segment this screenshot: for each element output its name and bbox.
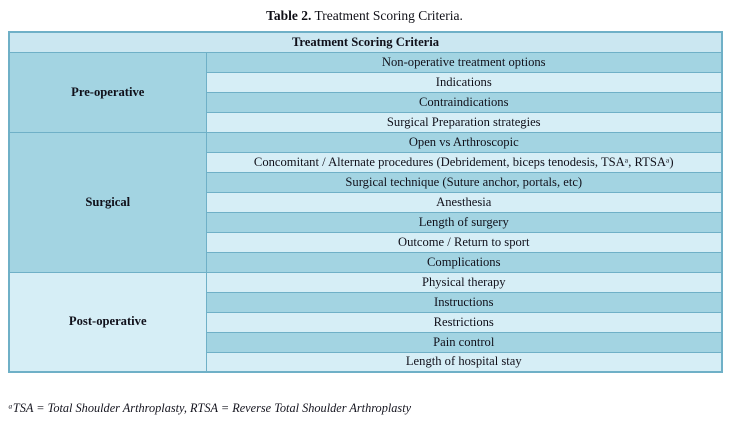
table-row: Length of hospital stay <box>9 351 723 373</box>
table-row: Post-operative Physical therapy <box>8 271 723 373</box>
table-row: Complications <box>9 251 723 273</box>
criteria-cell: Indications <box>205 71 723 93</box>
criteria-cell: Surgical technique (Suture anchor, porta… <box>205 171 723 193</box>
criteria-cell: Physical therapy <box>205 271 723 293</box>
table-caption-number: Table 2. <box>266 8 312 23</box>
criteria-cell: Contraindications <box>205 91 723 113</box>
table-row: Surgical Preparation strategies <box>9 111 723 133</box>
table-row: Pre-operative Non-operative treatment op… <box>8 51 723 133</box>
criteria-cell: Pain control <box>205 331 723 353</box>
criteria-cell: Length of surgery <box>205 211 723 233</box>
table-caption: Table 2. Treatment Scoring Criteria. <box>0 8 729 24</box>
criteria-cell: Open vs Arthroscopic <box>205 131 723 153</box>
group-label-pre-operative: Pre-operative <box>8 51 207 133</box>
table-header-row: Treatment Scoring Criteria <box>8 31 723 53</box>
table-row: Length of surgery <box>9 211 723 233</box>
table-row: Restrictions <box>9 311 723 333</box>
criteria-cell: Restrictions <box>205 311 723 333</box>
criteria-cell: Non-operative treatment options <box>205 51 723 73</box>
criteria-cell: Surgical Preparation strategies <box>205 111 723 133</box>
criteria-cell: Concomitant / Alternate procedures (Debr… <box>205 151 723 173</box>
table-footnote: ᵃTSA = Total Shoulder Arthroplasty, RTSA… <box>8 401 412 415</box>
table-row: Surgical Open vs Arthroscopic <box>8 131 723 273</box>
group-label-surgical: Surgical <box>8 131 207 273</box>
group-label-post-operative: Post-operative <box>8 271 207 373</box>
table-row: Anesthesia <box>9 191 723 213</box>
table-row: Surgical technique (Suture anchor, porta… <box>9 171 723 193</box>
criteria-cell: Instructions <box>205 291 723 313</box>
criteria-cell: Complications <box>205 251 723 273</box>
criteria-cell: Length of hospital stay <box>205 351 723 373</box>
criteria-cell: Outcome / Return to sport <box>205 231 723 253</box>
table-row: Indications <box>9 71 723 93</box>
table-header-cell: Treatment Scoring Criteria <box>8 31 723 53</box>
treatment-scoring-table: Treatment Scoring Criteria Pre-operative… <box>8 31 723 373</box>
criteria-cell: Anesthesia <box>205 191 723 213</box>
table-row: Contraindications <box>9 91 723 113</box>
table-caption-title: Treatment Scoring Criteria. <box>311 8 463 23</box>
